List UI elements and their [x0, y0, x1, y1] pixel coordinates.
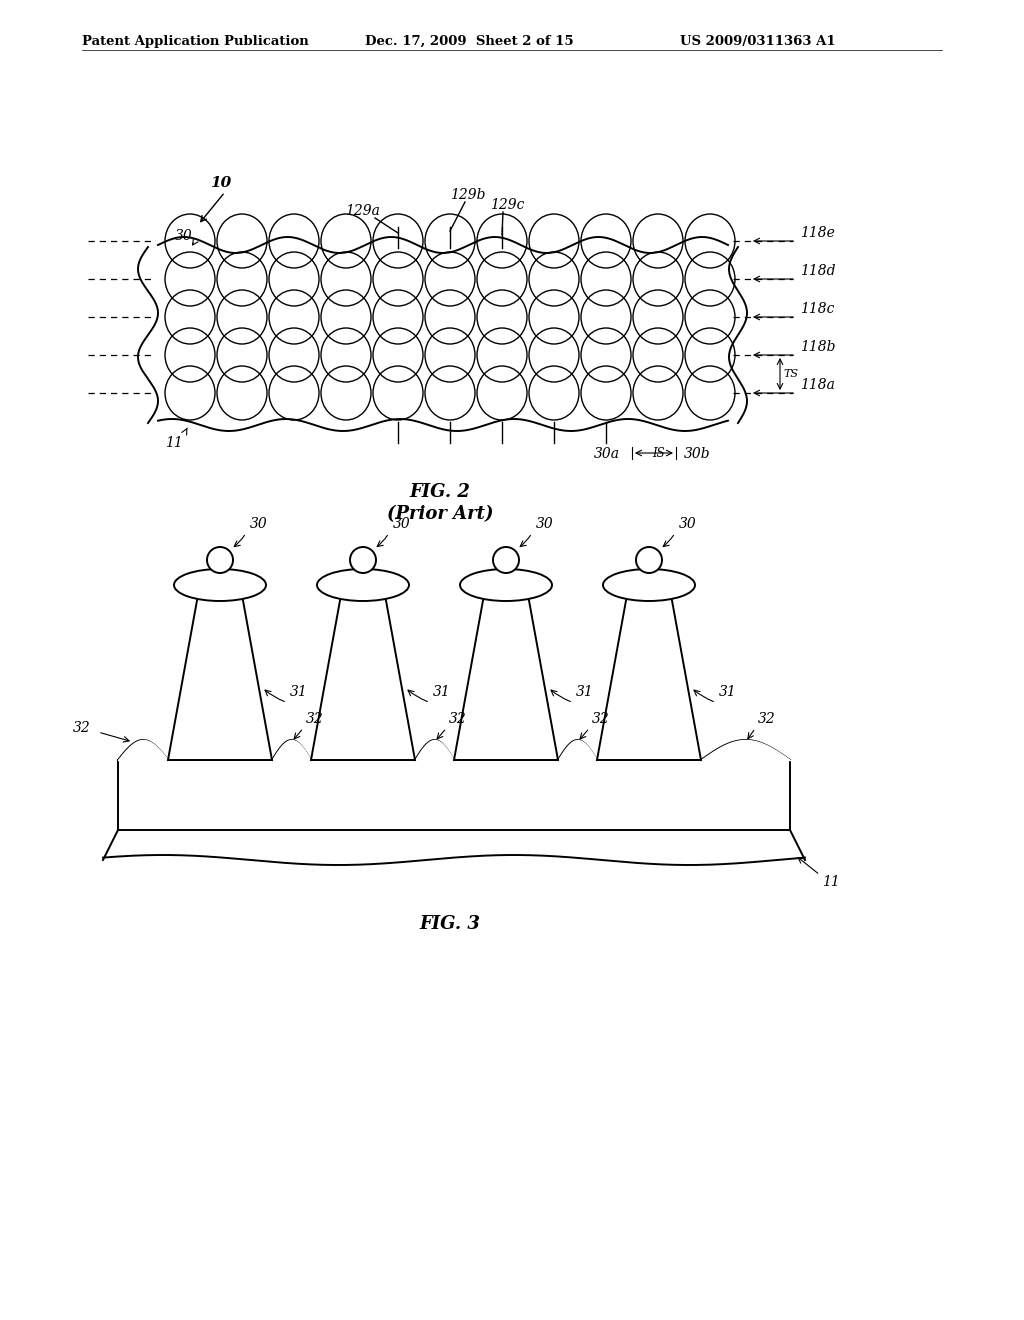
- Polygon shape: [454, 595, 558, 760]
- Ellipse shape: [317, 569, 409, 601]
- Text: 10: 10: [210, 176, 231, 190]
- Text: FIG. 3: FIG. 3: [420, 915, 480, 933]
- Text: 31: 31: [719, 685, 736, 700]
- Text: 30: 30: [536, 517, 554, 531]
- Text: 30: 30: [679, 517, 696, 531]
- Text: 32: 32: [449, 711, 466, 726]
- Polygon shape: [311, 595, 415, 760]
- Polygon shape: [597, 595, 701, 760]
- Text: Dec. 17, 2009  Sheet 2 of 15: Dec. 17, 2009 Sheet 2 of 15: [365, 36, 573, 48]
- Text: 30: 30: [393, 517, 411, 531]
- Text: 32: 32: [758, 711, 775, 726]
- Text: 129c: 129c: [490, 198, 524, 213]
- Text: 118d: 118d: [800, 264, 836, 279]
- Text: 31: 31: [575, 685, 594, 700]
- Text: 30: 30: [250, 517, 267, 531]
- Polygon shape: [168, 595, 272, 760]
- Text: 32: 32: [73, 721, 91, 735]
- Polygon shape: [103, 760, 805, 865]
- Text: 31: 31: [290, 685, 308, 700]
- Text: 118c: 118c: [800, 302, 835, 315]
- Text: 118b: 118b: [800, 341, 836, 354]
- Ellipse shape: [207, 546, 233, 573]
- Ellipse shape: [460, 569, 552, 601]
- Text: 118e: 118e: [800, 226, 835, 240]
- Text: IS: IS: [651, 447, 665, 459]
- Text: 32: 32: [305, 711, 324, 726]
- Text: 31: 31: [433, 685, 451, 700]
- Ellipse shape: [603, 569, 695, 601]
- Text: 30b: 30b: [684, 447, 711, 461]
- Text: 129a: 129a: [345, 205, 380, 218]
- Text: 30a: 30a: [594, 447, 620, 461]
- Text: FIG. 2: FIG. 2: [410, 483, 470, 502]
- Ellipse shape: [636, 546, 662, 573]
- Text: US 2009/0311363 A1: US 2009/0311363 A1: [680, 36, 836, 48]
- Text: (Prior Art): (Prior Art): [387, 506, 494, 523]
- Ellipse shape: [350, 546, 376, 573]
- Text: TS: TS: [783, 370, 798, 379]
- Text: 11: 11: [165, 436, 182, 450]
- Text: Patent Application Publication: Patent Application Publication: [82, 36, 309, 48]
- Ellipse shape: [174, 569, 266, 601]
- Text: 32: 32: [592, 711, 609, 726]
- Text: 118a: 118a: [800, 378, 835, 392]
- Text: 30: 30: [175, 228, 193, 243]
- Ellipse shape: [493, 546, 519, 573]
- Text: 129b: 129b: [450, 187, 485, 202]
- Text: 11: 11: [822, 875, 840, 888]
